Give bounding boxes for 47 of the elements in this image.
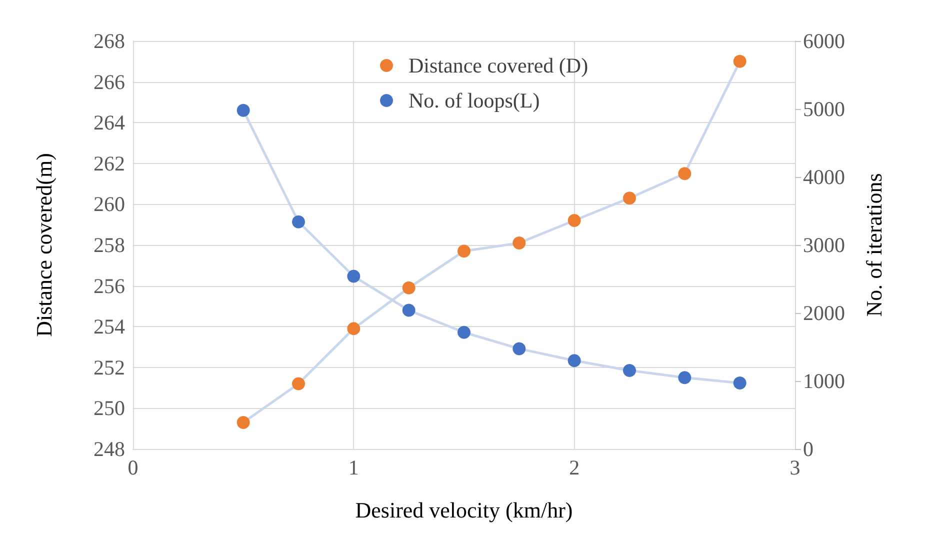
point bbox=[568, 354, 581, 368]
y-tick-label: 250 bbox=[94, 396, 125, 420]
point bbox=[512, 342, 526, 356]
legend-label: No. of loops(L) bbox=[408, 88, 540, 112]
point bbox=[623, 364, 636, 377]
x-tick-label: 2 bbox=[569, 456, 580, 480]
point bbox=[402, 304, 416, 317]
point bbox=[292, 215, 305, 228]
y2-tick-label: 4000 bbox=[803, 165, 845, 189]
y2-axis-title: No. of iterations bbox=[862, 173, 886, 317]
point bbox=[292, 377, 305, 390]
y-tick-label: 248 bbox=[94, 437, 125, 461]
point bbox=[512, 236, 526, 250]
point bbox=[733, 376, 746, 390]
y2-tick-label: 6000 bbox=[803, 29, 845, 53]
point bbox=[236, 416, 250, 429]
y-tick-label: 256 bbox=[94, 274, 125, 298]
y2-tick-label: 2000 bbox=[803, 301, 845, 325]
y-tick-label: 258 bbox=[94, 233, 125, 257]
point bbox=[678, 167, 692, 180]
point bbox=[458, 326, 470, 339]
point bbox=[568, 214, 581, 228]
y-tick-label: 266 bbox=[94, 70, 125, 94]
y-tick-label: 264 bbox=[94, 110, 126, 135]
y2-tick-label: 0 bbox=[803, 437, 814, 461]
x-axis-title: Desired velocity (km/hr) bbox=[355, 498, 573, 522]
point bbox=[347, 322, 360, 336]
y-tick-label: 260 bbox=[94, 192, 125, 216]
point bbox=[402, 281, 416, 294]
y-axis-title: Distance covered(m) bbox=[32, 153, 56, 337]
legend-label: Distance covered (D) bbox=[408, 54, 588, 78]
point bbox=[458, 244, 470, 258]
point bbox=[678, 371, 692, 384]
x-tick-label: 3 bbox=[790, 456, 800, 480]
y2-tick-label: 5000 bbox=[803, 97, 845, 121]
y-tick-label: 262 bbox=[94, 151, 125, 176]
x-tick-label: 1 bbox=[348, 456, 359, 480]
point bbox=[623, 192, 636, 205]
point bbox=[347, 270, 360, 283]
y-tick-label: 268 bbox=[94, 29, 125, 53]
y-tick-label: 252 bbox=[94, 355, 125, 380]
y2-tick-label: 3000 bbox=[803, 233, 845, 257]
point bbox=[236, 104, 250, 117]
point bbox=[733, 54, 746, 68]
y2-tick-label: 1000 bbox=[803, 369, 845, 393]
y-tick-label: 254 bbox=[94, 314, 126, 339]
x-tick-label: 0 bbox=[128, 456, 138, 480]
